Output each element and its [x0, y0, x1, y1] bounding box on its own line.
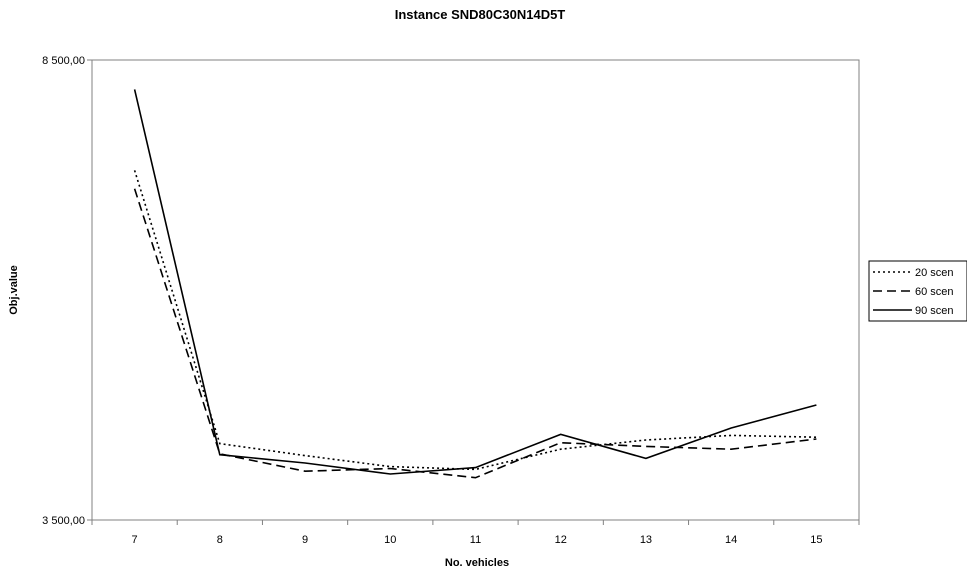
legend: 20 scen 60 scen 90 scen — [868, 260, 967, 322]
x-tick-label: 8 — [217, 534, 223, 546]
y-axis: 3 500,00 8 500,00 — [42, 55, 92, 527]
series-line-90-scen — [133, 89, 817, 475]
x-tick-label: 15 — [810, 534, 822, 546]
series-line-20-scen — [133, 170, 817, 471]
x-tick-label: 13 — [640, 534, 652, 546]
legend-box — [868, 260, 967, 322]
legend-label: 60 scen — [915, 286, 954, 298]
x-tick-label: 12 — [555, 534, 567, 546]
series-line-60-scen — [133, 188, 817, 479]
legend-label: 90 scen — [915, 305, 954, 317]
x-tick-label: 7 — [132, 534, 138, 546]
x-tick-label: 10 — [384, 534, 396, 546]
x-axis: 7 8 9 10 11 12 13 14 15 — [91, 520, 860, 546]
y-axis-label: Obj.value — [8, 265, 20, 315]
plot-area — [91, 59, 860, 521]
series-lines — [133, 89, 817, 479]
y-tick-label: 3 500,00 — [42, 515, 85, 527]
x-axis-label: No. vehicles — [445, 557, 509, 569]
chart-title: Instance SND80C30N14D5T — [395, 7, 566, 22]
x-tick-label: 11 — [470, 534, 481, 546]
y-tick-label: 8 500,00 — [42, 55, 85, 67]
legend-label: 20 scen — [915, 267, 954, 279]
x-tick-label: 9 — [302, 534, 308, 546]
x-tick-label: 14 — [725, 534, 737, 546]
